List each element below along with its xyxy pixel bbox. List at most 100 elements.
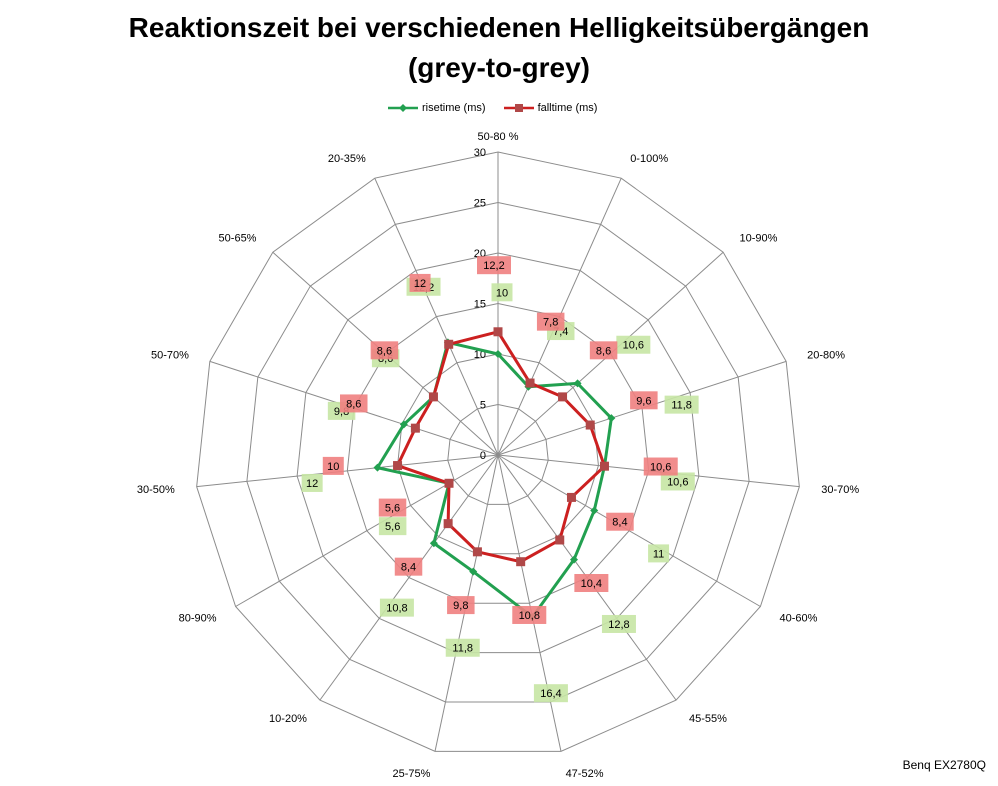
risetime-line [375,340,613,619]
spoke-10 [235,454,499,607]
legend-item-fall: falltime (ms) [503,102,598,114]
risetime-label-bg-10 [378,517,407,536]
falltime-label-bg-14 [409,273,431,292]
falltime-label-bg-4 [643,457,678,476]
falltime-point-4 [599,461,609,471]
falltime-label-8: 9,8 [453,600,468,612]
risetime-label-9: 10,8 [386,603,407,615]
risetime-label-5: 11 [653,548,664,560]
risetime-point-5 [590,506,599,515]
chart-title: Reaktionszeit bei verschiedenen Helligke… [128,12,870,43]
legend-item-rise: risetime (ms) [388,102,486,114]
falltime-label-9: 8,4 [401,562,416,574]
data-label-layer: 107,410,611,810,61112,816,411,810,85,612… [301,256,699,703]
risetime-point-9 [429,539,438,548]
grid-ring-25 [246,201,750,703]
risetime-label-bg-11 [301,473,323,492]
spoke-9 [319,454,499,701]
risetime-label-bg-7 [533,684,568,703]
footnote: Benq EX2780Q [902,758,986,772]
category-label-0: 50-80 % [478,131,519,143]
falltime-label-13: 8,6 [377,345,392,357]
falltime-label-1: 7,8 [543,317,558,329]
risetime-label-bg-2 [616,335,651,354]
falltime-label-12: 8,6 [346,398,361,410]
falltime-label-bg-10 [378,498,407,517]
risetime-label-bg-5 [648,544,670,563]
falltime-point-6 [555,535,565,545]
falltime-point-0 [493,327,503,337]
risetime-label-0: 10 [496,287,508,299]
falltime-point-9 [443,519,453,529]
category-label-6: 45-55% [689,713,727,725]
falltime-point-14 [444,339,454,349]
risetime-point-8 [469,567,478,576]
risetime-label-bg-0 [491,283,513,302]
category-label-12: 50-70% [151,350,189,362]
grid-ring-30 [196,151,800,752]
category-label-13: 50-65% [219,233,257,245]
grid-ring-20 [296,252,700,654]
falltime-label-bg-13 [370,341,399,360]
category-label-7: 47-52% [566,768,604,780]
risetime-point-11 [373,463,382,472]
falltime-label-bg-7 [512,605,547,624]
falltime-label-bg-9 [394,557,423,576]
risetime-point-2 [573,379,582,388]
falltime-label-bg-11 [322,456,344,475]
category-label-8: 25-75% [393,768,431,780]
risetime-label-bg-9 [379,598,414,617]
tick-label-25: 25 [474,198,486,210]
spoke-5 [497,454,761,607]
falltime-label-bg-12 [340,394,368,413]
falltime-point-12 [410,423,420,433]
legend-fall-label: falltime (ms) [537,102,598,114]
category-label-10: 80-90% [179,613,217,625]
falltime-label-2: 8,6 [596,345,611,357]
falltime-line [396,330,606,564]
falltime-point-3 [585,420,595,430]
falltime-label-bg-1 [536,312,565,331]
category-label-3: 20-80% [807,350,845,362]
falltime-label-4: 10,6 [650,462,671,474]
tick-label-30: 30 [474,147,486,159]
falltime-label-5: 8,4 [612,517,627,529]
legend: risetime (ms) falltime (ms) [388,102,597,114]
tick-label-5: 5 [480,400,486,412]
falltime-label-0: 12,2 [483,260,504,272]
risetime-label-4: 10,6 [667,476,688,488]
risetime-label-11: 12 [306,478,318,490]
falltime-label-bg-0 [477,256,511,275]
grid-ring-15 [346,302,650,604]
legend-fall-marker [503,104,534,112]
tick-label-0: 0 [480,450,486,462]
legend-rise-marker [388,104,418,112]
legend-rise-label: risetime (ms) [422,102,486,114]
category-label-9: 10-20% [269,713,307,725]
category-label-14: 20-35% [328,153,366,165]
grid-ring-10 [397,353,599,555]
risetime-label-7: 16,4 [540,688,561,700]
risetime-label-bg-4 [660,472,695,491]
falltime-label-bg-6 [574,574,609,593]
falltime-point-8 [472,547,482,557]
falltime-label-11: 10 [327,461,339,473]
chart-subtitle: (grey-to-grey) [407,52,590,83]
falltime-label-bg-5 [606,512,634,531]
risetime-point-12 [399,420,408,429]
falltime-label-3: 9,6 [636,395,651,407]
tick-label-15: 15 [474,299,486,311]
falltime-label-7: 10,8 [519,610,540,622]
category-label-1: 0-100% [630,153,668,165]
falltime-point-2 [558,392,568,402]
risetime-label-6: 12,8 [608,619,629,631]
falltime-point-13 [428,392,438,402]
falltime-point-11 [393,461,403,471]
risetime-label-2: 10,6 [623,340,644,352]
risetime-point-0 [494,350,502,358]
falltime-point-7 [516,557,526,567]
risetime-point-6 [569,555,578,564]
category-label-11: 30-50% [137,484,175,496]
falltime-point-1 [525,378,535,388]
